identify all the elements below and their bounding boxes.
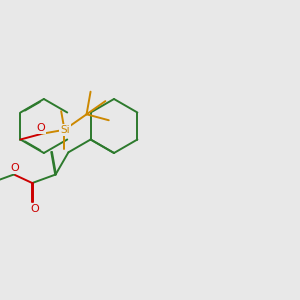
Text: Si: Si	[60, 125, 70, 135]
Text: O: O	[10, 163, 19, 173]
Text: O: O	[30, 204, 39, 214]
Text: O: O	[36, 123, 45, 134]
